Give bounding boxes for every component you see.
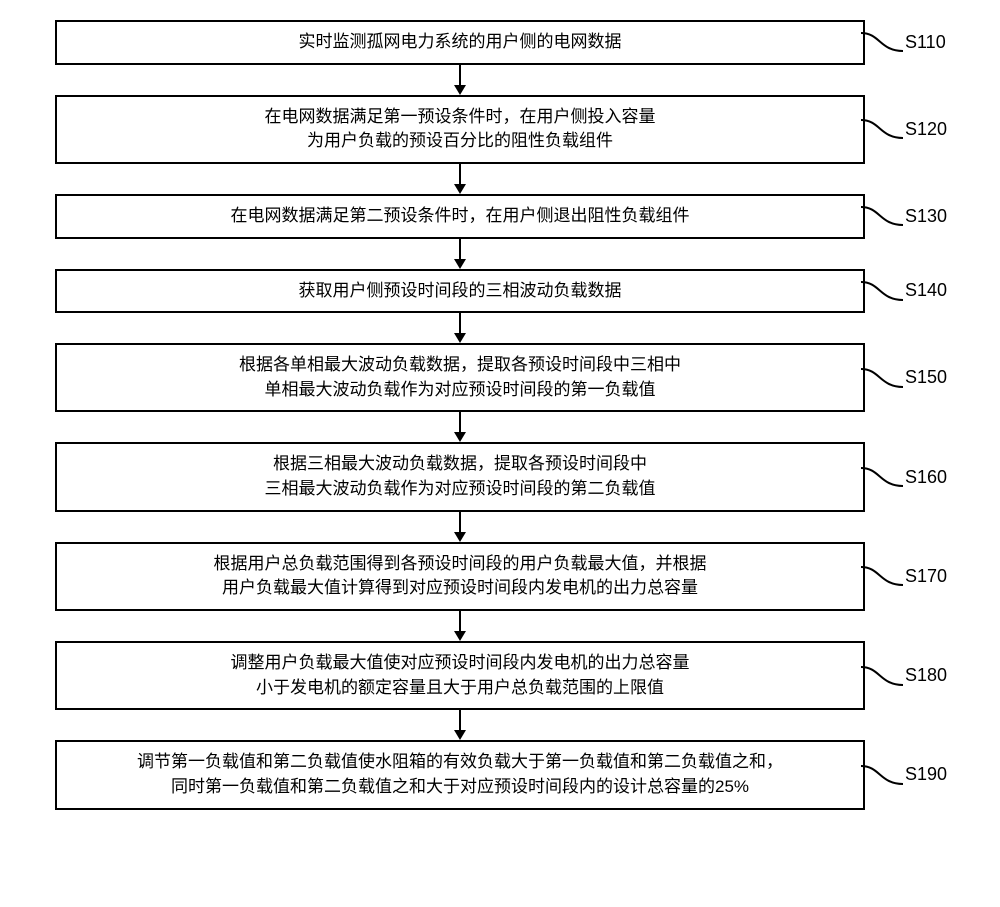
flow-step-s160: 根据三相最大波动负载数据，提取各预设时间段中三相最大波动负载作为对应预设时间段的…	[0, 442, 1000, 511]
step-text-line: 为用户负载的预设百分比的阻性负载组件	[307, 129, 613, 154]
step-id-label: S170	[905, 566, 947, 587]
step-text-line: 用户负载最大值计算得到对应预设时间段内发电机的出力总容量	[222, 576, 698, 601]
flow-step-s170: 根据用户总负载范围得到各预设时间段的用户负载最大值，并根据用户负载最大值计算得到…	[0, 542, 1000, 611]
step-text-line: 根据用户总负载范围得到各预设时间段的用户负载最大值，并根据	[214, 552, 707, 577]
flow-step-s110: 实时监测孤网电力系统的用户侧的电网数据 S110	[0, 20, 1000, 65]
step-box: 根据各单相最大波动负载数据，提取各预设时间段中三相中单相最大波动负载作为对应预设…	[55, 343, 865, 412]
flow-step-s130: 在电网数据满足第二预设条件时，在用户侧退出阻性负载组件 S130	[0, 194, 1000, 239]
step-label-wrap: S150	[861, 363, 981, 393]
step-text-line: 同时第一负载值和第二负载值之和大于对应预设时间段内的设计总容量的25%	[171, 775, 749, 800]
flow-arrow	[55, 412, 865, 442]
step-text-line: 小于发电机的额定容量且大于用户总负载范围的上限值	[256, 676, 664, 701]
step-id-label: S160	[905, 467, 947, 488]
step-text-line: 调节第一负载值和第二负载值使水阻箱的有效负载大于第一负载值和第二负载值之和，	[137, 750, 783, 775]
step-label-wrap: S140	[861, 276, 981, 306]
step-label-wrap: S170	[861, 561, 981, 591]
step-id-label: S140	[905, 280, 947, 301]
step-box: 在电网数据满足第一预设条件时，在用户侧投入容量为用户负载的预设百分比的阻性负载组…	[55, 95, 865, 164]
step-label-wrap: S120	[861, 114, 981, 144]
flow-step-s180: 调整用户负载最大值使对应预设时间段内发电机的出力总容量小于发电机的额定容量且大于…	[0, 641, 1000, 710]
step-box: 调节第一负载值和第二负载值使水阻箱的有效负载大于第一负载值和第二负载值之和，同时…	[55, 740, 865, 809]
step-box: 实时监测孤网电力系统的用户侧的电网数据	[55, 20, 865, 65]
flow-step-s140: 获取用户侧预设时间段的三相波动负载数据 S140	[0, 269, 1000, 314]
step-label-wrap: S110	[861, 27, 981, 57]
step-text-line: 根据各单相最大波动负载数据，提取各预设时间段中三相中	[239, 353, 681, 378]
step-id-label: S110	[905, 32, 946, 53]
step-id-label: S150	[905, 367, 947, 388]
step-text-line: 三相最大波动负载作为对应预设时间段的第二负载值	[265, 477, 656, 502]
flow-arrow	[55, 710, 865, 740]
step-box: 获取用户侧预设时间段的三相波动负载数据	[55, 269, 865, 314]
step-label-wrap: S190	[861, 760, 981, 790]
step-label-wrap: S160	[861, 462, 981, 492]
step-id-label: S120	[905, 119, 947, 140]
step-text-line: 调整用户负载最大值使对应预设时间段内发电机的出力总容量	[231, 651, 690, 676]
step-text-line: 在电网数据满足第二预设条件时，在用户侧退出阻性负载组件	[231, 204, 690, 229]
flow-step-s150: 根据各单相最大波动负载数据，提取各预设时间段中三相中单相最大波动负载作为对应预设…	[0, 343, 1000, 412]
step-text-line: 获取用户侧预设时间段的三相波动负载数据	[299, 279, 622, 304]
step-box: 调整用户负载最大值使对应预设时间段内发电机的出力总容量小于发电机的额定容量且大于…	[55, 641, 865, 710]
flow-arrow	[55, 65, 865, 95]
step-box: 在电网数据满足第二预设条件时，在用户侧退出阻性负载组件	[55, 194, 865, 239]
step-label-wrap: S130	[861, 201, 981, 231]
flow-step-s190: 调节第一负载值和第二负载值使水阻箱的有效负载大于第一负载值和第二负载值之和，同时…	[0, 740, 1000, 809]
step-text-line: 根据三相最大波动负载数据，提取各预设时间段中	[273, 452, 647, 477]
step-id-label: S180	[905, 665, 947, 686]
step-text-line: 单相最大波动负载作为对应预设时间段的第一负载值	[265, 378, 656, 403]
step-box: 根据三相最大波动负载数据，提取各预设时间段中三相最大波动负载作为对应预设时间段的…	[55, 442, 865, 511]
step-text-line: 在电网数据满足第一预设条件时，在用户侧投入容量	[265, 105, 656, 130]
flow-arrow	[55, 164, 865, 194]
step-id-label: S130	[905, 206, 947, 227]
step-label-wrap: S180	[861, 661, 981, 691]
flow-arrow	[55, 512, 865, 542]
flow-arrow	[55, 313, 865, 343]
step-id-label: S190	[905, 764, 947, 785]
step-text-line: 实时监测孤网电力系统的用户侧的电网数据	[299, 30, 622, 55]
flow-arrow	[55, 611, 865, 641]
step-box: 根据用户总负载范围得到各预设时间段的用户负载最大值，并根据用户负载最大值计算得到…	[55, 542, 865, 611]
flow-step-s120: 在电网数据满足第一预设条件时，在用户侧投入容量为用户负载的预设百分比的阻性负载组…	[0, 95, 1000, 164]
flow-arrow	[55, 239, 865, 269]
